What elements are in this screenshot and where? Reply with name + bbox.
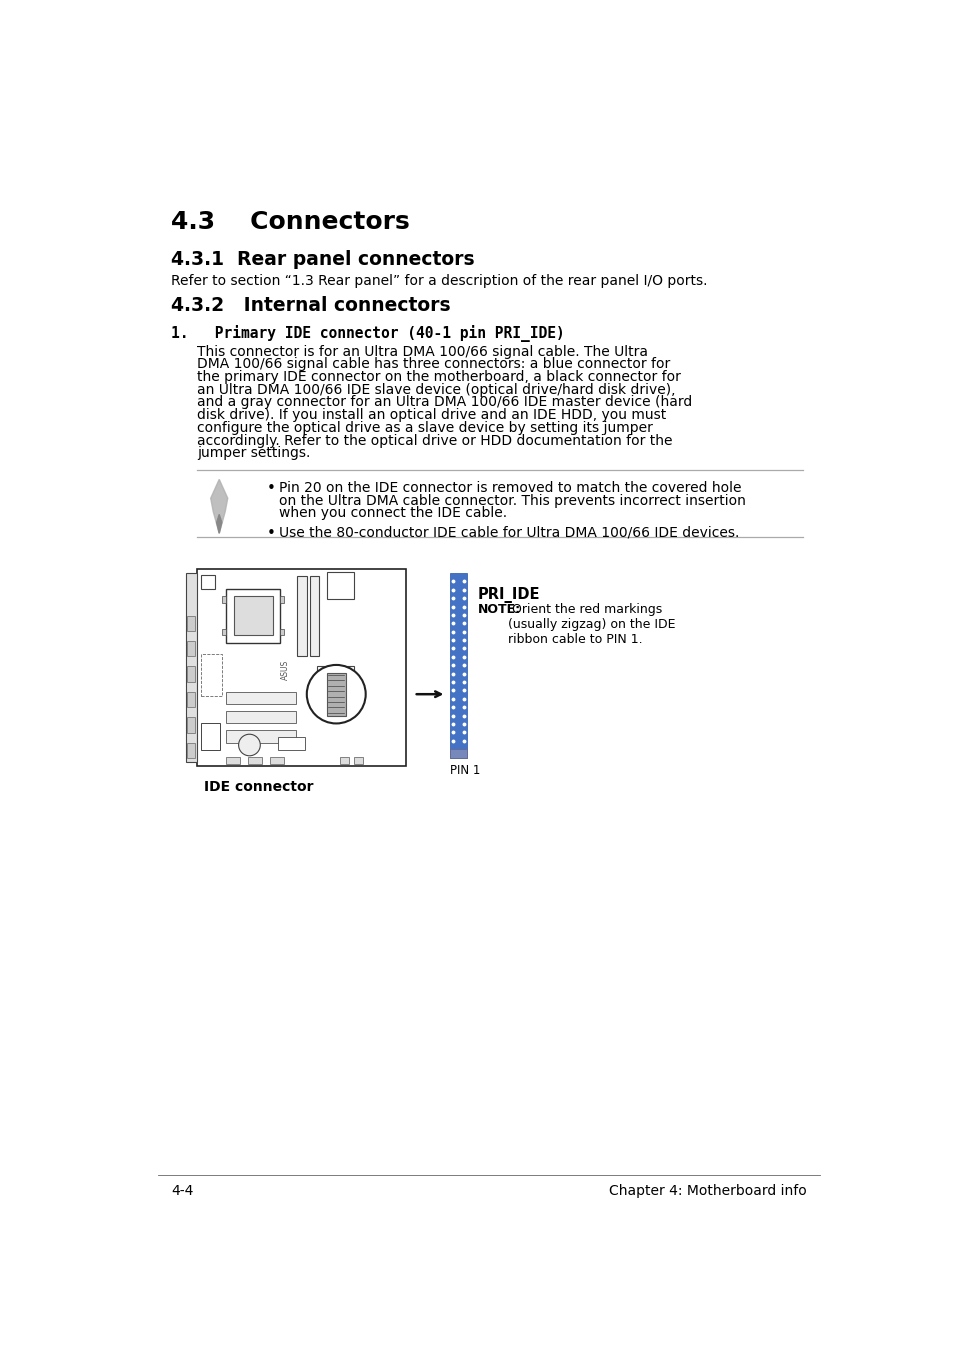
- Text: 4.3.2   Internal connectors: 4.3.2 Internal connectors: [171, 296, 451, 315]
- Text: •: •: [266, 481, 275, 496]
- Text: disk drive). If you install an optical drive and an IDE HDD, you must: disk drive). If you install an optical d…: [196, 408, 665, 422]
- Bar: [187, 666, 195, 682]
- Bar: [233, 596, 273, 635]
- Text: IDE connector: IDE connector: [204, 780, 314, 793]
- Text: 4.3.1  Rear panel connectors: 4.3.1 Rear panel connectors: [171, 250, 475, 269]
- Bar: [187, 642, 195, 657]
- Bar: [327, 673, 345, 716]
- Bar: [226, 711, 295, 723]
- Bar: [186, 573, 196, 762]
- Text: configure the optical drive as a slave device by setting its jumper: configure the optical drive as a slave d…: [196, 422, 652, 435]
- Bar: [278, 736, 305, 750]
- Text: This connector is for an Ultra DMA 100/66 signal cable. The Ultra: This connector is for an Ultra DMA 100/6…: [196, 345, 647, 358]
- Text: and a gray connector for an Ultra DMA 100/66 IDE master device (hard: and a gray connector for an Ultra DMA 10…: [196, 396, 691, 409]
- Bar: [297, 576, 307, 657]
- Polygon shape: [211, 480, 228, 534]
- Bar: [340, 757, 349, 765]
- Text: •: •: [266, 526, 275, 540]
- Bar: [226, 589, 280, 643]
- Bar: [187, 743, 195, 758]
- Text: 4-4: 4-4: [171, 1183, 193, 1198]
- Bar: [270, 757, 283, 765]
- Bar: [226, 731, 295, 743]
- Polygon shape: [216, 515, 221, 534]
- Text: on the Ultra DMA cable connector. This prevents incorrect insertion: on the Ultra DMA cable connector. This p…: [278, 493, 745, 508]
- Bar: [450, 573, 467, 758]
- Text: accordingly. Refer to the optical drive or HDD documentation for the: accordingly. Refer to the optical drive …: [196, 434, 672, 447]
- Text: 1.   Primary IDE connector (40-1 pin PRI_IDE): 1. Primary IDE connector (40-1 pin PRI_I…: [171, 326, 564, 342]
- Text: Use the 80-conductor IDE cable for Ultra DMA 100/66 IDE devices.: Use the 80-conductor IDE cable for Ultra…: [278, 526, 739, 539]
- Text: Orient the red markings
(usually zigzag) on the IDE
ribbon cable to PIN 1.: Orient the red markings (usually zigzag)…: [507, 603, 675, 646]
- Bar: [226, 692, 295, 704]
- Text: jumper settings.: jumper settings.: [196, 446, 310, 461]
- Bar: [248, 757, 261, 765]
- Bar: [196, 570, 406, 766]
- Text: ASUS: ASUS: [281, 659, 290, 680]
- Bar: [187, 692, 195, 708]
- Bar: [200, 654, 222, 697]
- Bar: [222, 628, 226, 635]
- Text: DMA 100/66 signal cable has three connectors: a blue connector for: DMA 100/66 signal cable has three connec…: [196, 357, 669, 372]
- Bar: [450, 748, 467, 758]
- Text: Chapter 4: Motherboard info: Chapter 4: Motherboard info: [608, 1183, 806, 1198]
- Circle shape: [238, 734, 260, 755]
- Text: Refer to section “1.3 Rear panel” for a description of the rear panel I/O ports.: Refer to section “1.3 Rear panel” for a …: [171, 274, 707, 288]
- Text: the primary IDE connector on the motherboard, a black connector for: the primary IDE connector on the motherb…: [196, 370, 679, 384]
- Bar: [222, 596, 226, 603]
- Bar: [187, 717, 195, 732]
- Bar: [279, 628, 283, 635]
- Bar: [310, 576, 319, 657]
- Bar: [332, 697, 348, 712]
- Text: PIN 1: PIN 1: [450, 765, 480, 777]
- Bar: [226, 757, 240, 765]
- Bar: [279, 596, 283, 603]
- Bar: [354, 757, 363, 765]
- Text: Pin 20 on the IDE connector is removed to match the covered hole: Pin 20 on the IDE connector is removed t…: [278, 481, 740, 494]
- Circle shape: [307, 665, 365, 723]
- Bar: [187, 616, 195, 631]
- Text: NOTE:: NOTE:: [477, 603, 520, 616]
- Bar: [200, 574, 214, 589]
- Bar: [327, 571, 354, 598]
- Bar: [316, 666, 354, 704]
- Text: PRI_IDE: PRI_IDE: [477, 588, 540, 603]
- Text: when you connect the IDE cable.: when you connect the IDE cable.: [278, 507, 506, 520]
- Text: 4.3    Connectors: 4.3 Connectors: [171, 209, 410, 234]
- Bar: [200, 723, 220, 750]
- Text: an Ultra DMA 100/66 IDE slave device (optical drive/hard disk drive),: an Ultra DMA 100/66 IDE slave device (op…: [196, 382, 675, 397]
